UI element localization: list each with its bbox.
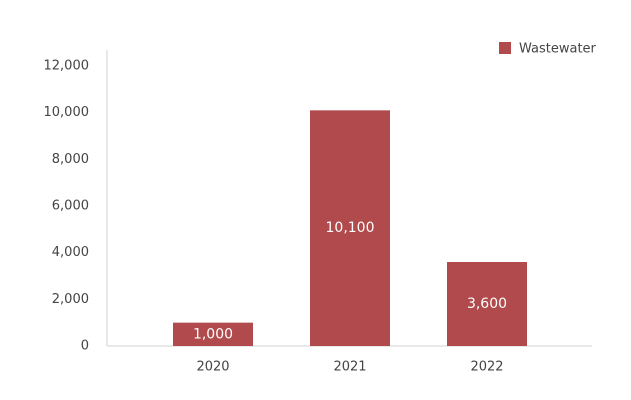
x-tick-label: 2022 <box>470 360 503 375</box>
x-tick-label: 2020 <box>196 360 229 375</box>
y-tick-label: 0 <box>81 339 89 354</box>
data-label: 1,000 <box>193 326 233 342</box>
legend-label: Wastewater <box>519 42 597 57</box>
bar <box>173 322 253 346</box>
y-tick-label: 2,000 <box>52 292 89 307</box>
legend-swatch <box>499 42 511 54</box>
y-tick-label: 4,000 <box>52 245 89 260</box>
x-tick-label: 2021 <box>333 360 366 375</box>
y-tick-label: 12,000 <box>44 59 90 74</box>
data-label: 10,100 <box>326 220 375 236</box>
y-tick-label: 8,000 <box>52 152 89 167</box>
data-label: 3,600 <box>467 296 507 312</box>
y-tick-label: 6,000 <box>52 199 89 214</box>
bar <box>447 262 527 346</box>
y-tick-label: 10,000 <box>44 105 90 120</box>
bar <box>310 110 390 346</box>
